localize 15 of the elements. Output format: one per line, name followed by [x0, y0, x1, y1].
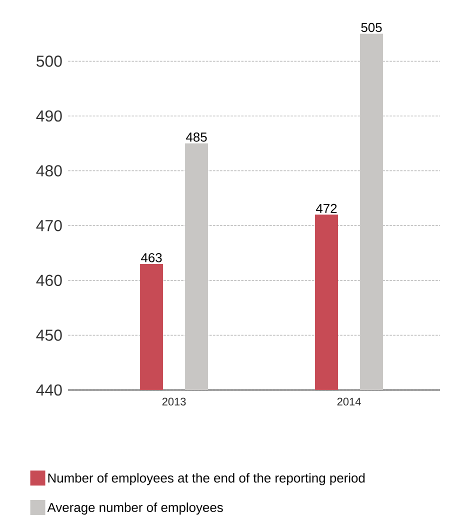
- y-tick-label: 480: [36, 165, 62, 176]
- y-tick-label: 440: [36, 384, 62, 396]
- y-tick-label: 470: [36, 220, 62, 232]
- legend-label: Average number of employees: [47, 502, 223, 515]
- x-tick-label: 2013: [162, 398, 186, 406]
- y-tick-label: 490: [36, 110, 62, 122]
- y-tick-label: 460: [36, 274, 62, 286]
- legend-label: Number of employees at the end of the reporting period: [48, 473, 365, 486]
- x-tick-label: 2014: [337, 398, 361, 406]
- data-label: 472: [316, 204, 337, 213]
- data-label: 505: [361, 22, 382, 32]
- data-label: 463: [141, 253, 162, 262]
- y-tick-label: 500: [36, 56, 62, 67]
- data-label: 485: [186, 132, 207, 142]
- y-tick-label: 450: [36, 330, 62, 341]
